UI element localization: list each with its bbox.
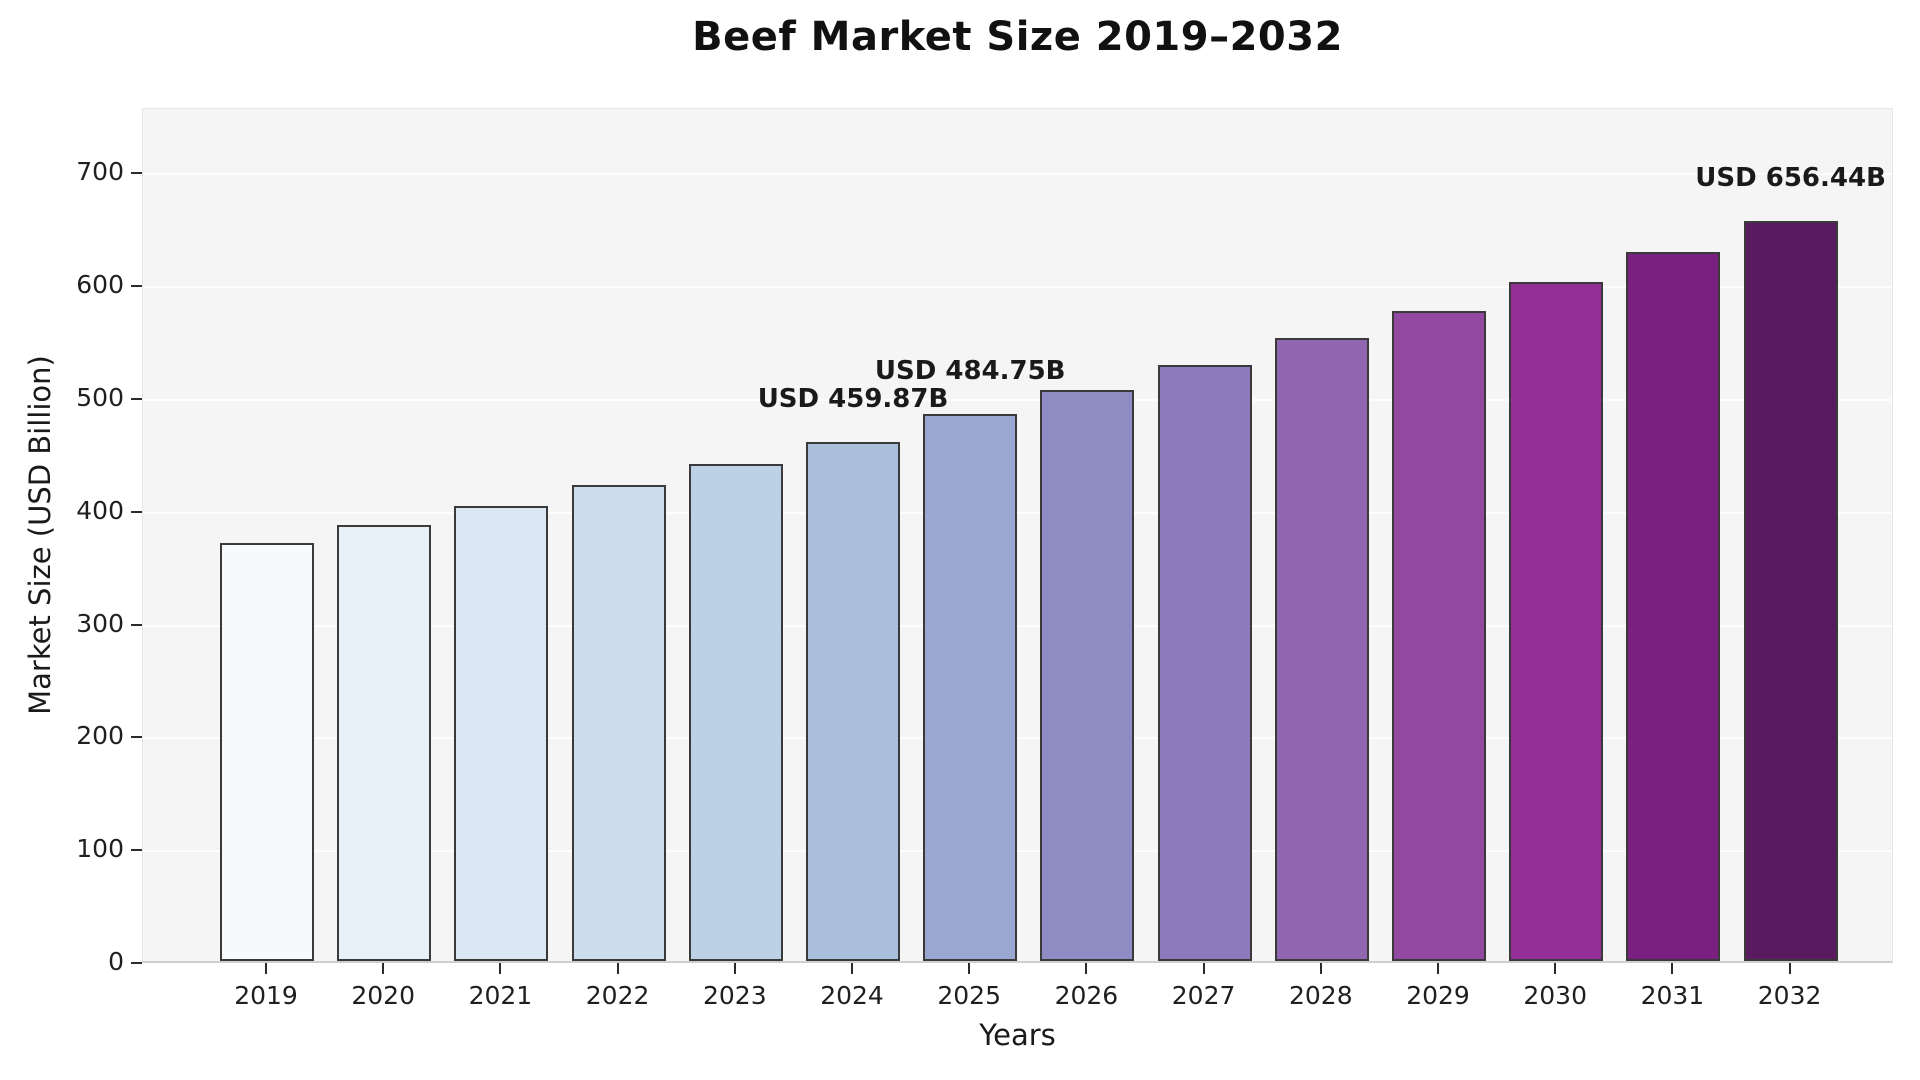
x-tick-label-2029: 2029	[1406, 981, 1470, 1010]
x-tick-label-2032: 2032	[1757, 981, 1822, 1010]
x-tick-mark-2019	[265, 963, 267, 974]
y-tick-label-500: 500	[76, 383, 124, 413]
bar-2029	[1392, 310, 1486, 961]
x-tick-mark-2023	[733, 963, 736, 974]
x-tick-label-2028: 2028	[1288, 981, 1353, 1010]
bar-2030	[1509, 281, 1604, 961]
y-tick-label-100: 100	[76, 834, 124, 864]
x-tick-mark-2030	[1554, 963, 1557, 974]
y-tick-label-700: 700	[76, 157, 124, 187]
y-tick-mark-100	[131, 849, 142, 852]
gridline-200	[143, 737, 1892, 740]
y-tick-label-400: 400	[76, 495, 124, 525]
x-tick-mark-2022	[616, 963, 619, 974]
y-tick-mark-500	[131, 398, 142, 401]
x-tick-mark-2028	[1319, 963, 1322, 974]
bar-2021	[454, 505, 549, 961]
x-tick-mark-2024	[851, 963, 853, 974]
bar-2027	[1157, 364, 1252, 961]
x-tick-mark-2021	[499, 963, 502, 974]
bar-2031	[1626, 251, 1721, 961]
bar-2024: USD 459.87B	[758, 384, 948, 961]
y-tick-mark-300	[131, 623, 142, 626]
bar-2032: USD 656.44B	[1695, 163, 1886, 961]
bar-value-label-2032: USD 656.44B	[1695, 162, 1886, 193]
x-tick-mark-2027	[1202, 963, 1205, 974]
x-tick-label-2023: 2023	[702, 981, 767, 1010]
x-tick-mark-2029	[1437, 963, 1439, 974]
y-tick-mark-200	[131, 736, 142, 739]
y-tick-label-600: 600	[76, 270, 124, 300]
x-tick-mark-2026	[1085, 963, 1088, 974]
gridline-400	[143, 511, 1892, 514]
y-tick-label-200: 200	[76, 721, 124, 751]
y-tick-mark-0	[131, 962, 142, 964]
x-axis-label: Years	[979, 1018, 1056, 1052]
x-tick-label-2031: 2031	[1640, 981, 1705, 1010]
x-tick-label-2027: 2027	[1171, 981, 1236, 1010]
bar-2019	[220, 543, 314, 961]
gridline-300	[143, 624, 1892, 627]
y-tick-mark-600	[131, 285, 142, 288]
gridline-100	[143, 850, 1892, 853]
x-tick-mark-2025	[968, 963, 971, 974]
x-tick-mark-2031	[1671, 963, 1674, 974]
y-tick-label-300: 300	[76, 608, 124, 638]
x-tick-mark-2032	[1788, 963, 1791, 974]
x-tick-label-2030: 2030	[1523, 981, 1587, 1010]
x-tick-label-2022: 2022	[585, 981, 650, 1010]
x-tick-label-2025: 2025	[937, 981, 1001, 1010]
gridline-700	[143, 173, 1892, 176]
bar-2023	[688, 464, 783, 961]
plot-area: USD 459.87B USD 484.75B USD 656.44B	[142, 108, 1893, 963]
bar-2025: USD 484.75B	[875, 356, 1066, 961]
x-tick-label-2021: 2021	[468, 981, 533, 1010]
x-tick-mark-2020	[382, 963, 385, 974]
bar-value-label-2025: USD 484.75B	[874, 356, 1066, 387]
y-tick-mark-700	[131, 172, 142, 175]
gridline-500	[143, 399, 1892, 402]
y-tick-mark-400	[131, 510, 142, 513]
x-tick-label-2026: 2026	[1054, 981, 1119, 1010]
y-tick-label-0: 0	[108, 947, 124, 976]
bar-value-label-2024: USD 459.87B	[757, 384, 949, 415]
bar-2028	[1274, 338, 1369, 961]
bar-2020	[337, 524, 432, 961]
bar-2022	[571, 485, 666, 961]
x-tick-label-2019: 2019	[234, 981, 298, 1010]
gridline-600	[143, 286, 1892, 289]
x-tick-label-2020: 2020	[351, 981, 415, 1010]
x-tick-label-2024: 2024	[820, 981, 884, 1010]
bar-2026	[1040, 390, 1135, 961]
chart-title: Beef Market Size 2019–2032	[692, 14, 1343, 60]
